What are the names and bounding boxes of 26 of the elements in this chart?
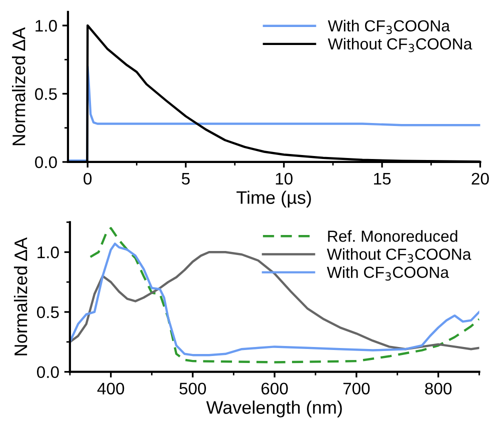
x-tick-label: 0 (84, 172, 92, 185)
x-tick-label: 15 (374, 172, 391, 185)
legend-label: Without CF$_{3}$COONa (326, 248, 472, 263)
x-tick-label: 800 (425, 382, 452, 395)
x-tick-label: 10 (276, 172, 293, 185)
x-tick-label: 20 (472, 172, 489, 185)
y-tick-label: 1.0 (38, 246, 59, 258)
legend-label: Without CF$_{3}$COONa (328, 38, 472, 52)
x-tick-label: 500 (179, 382, 206, 395)
y-tick-label: 0.0 (36, 366, 59, 378)
y-axis-title: Normalized ΔA (14, 237, 28, 356)
y-tick-label: 0.0 (35, 156, 57, 168)
line-series (89, 227, 480, 364)
x-tick-label: 400 (97, 382, 124, 395)
y-tick-label: 1.0 (36, 20, 57, 32)
legend-label: Ref. Monoreduced (328, 230, 458, 242)
y-axis-title: Normalized ΔA (12, 27, 26, 146)
x-tick-label: 5 (182, 172, 190, 185)
x-tick-label: 600 (262, 382, 288, 395)
x-axis-title: Wavelength (nm) (206, 400, 342, 418)
y-tick-label: 0.5 (36, 306, 59, 318)
legend-label: With CF$_{3}$COONa (326, 266, 450, 281)
legend-label: With CF$_{3}$COONa (328, 20, 450, 34)
x-tick-label: 700 (343, 382, 370, 395)
x-axis-title: Time (µs) (236, 190, 311, 208)
y-tick-label: 0.5 (35, 88, 57, 100)
